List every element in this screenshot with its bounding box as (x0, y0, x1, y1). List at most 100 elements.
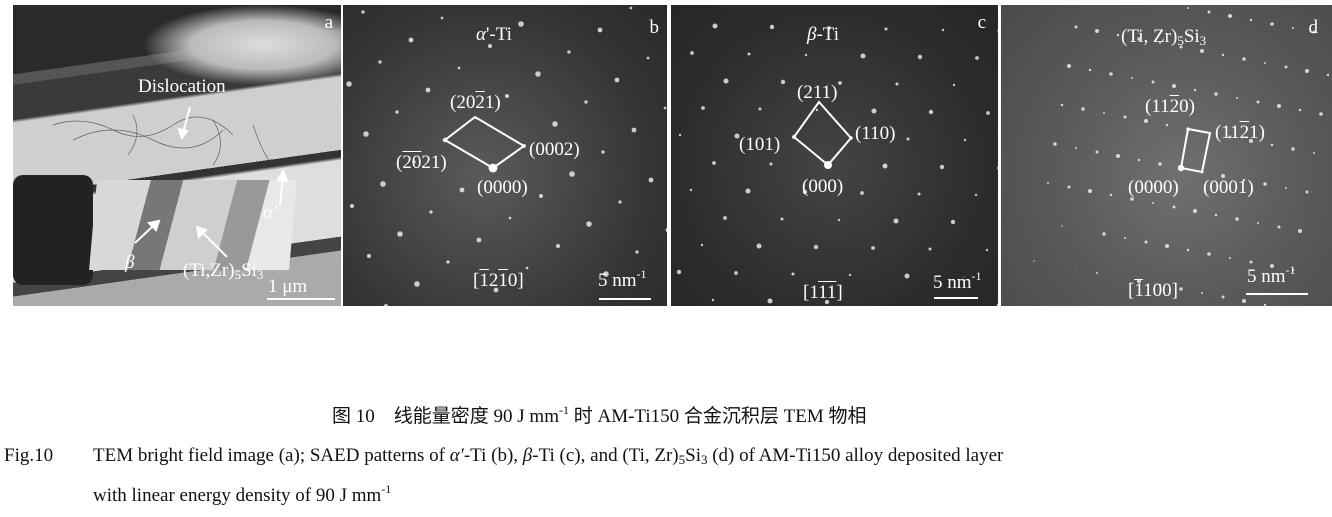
diffraction-spot (586, 221, 592, 227)
diffraction-spot (1095, 150, 1099, 154)
spot-label-bottom-right: (0001) (1203, 177, 1254, 198)
diffraction-spot (813, 244, 819, 250)
diffraction-spot (1312, 30, 1316, 34)
diffraction-spot (1116, 33, 1120, 37)
dislocation-label: Dislocation (138, 76, 226, 97)
diffraction-spot (1123, 115, 1127, 119)
spot-label-right: (0002) (529, 139, 580, 160)
diffraction-spot (1192, 208, 1198, 214)
diffraction-spot (1236, 97, 1238, 99)
diffraction-spot (1229, 257, 1231, 259)
diffraction-spot (1179, 45, 1183, 49)
diffraction-spot (928, 247, 932, 251)
caption-chinese: 图 10 线能量密度 90 J mm-1 时 AM-Ti150 合金沉积层 TE… (332, 403, 867, 427)
diffraction-spot (1115, 153, 1121, 159)
diffraction-spot (941, 28, 945, 32)
diffraction-spot (508, 216, 512, 220)
diffraction-spot (1193, 88, 1197, 92)
diffraction-spot (1158, 162, 1162, 166)
diffraction-spot (871, 246, 875, 250)
spot-label-left: (101) (739, 134, 781, 155)
diffraction-spot (1284, 65, 1288, 69)
diffraction-spot (791, 272, 795, 276)
diffraction-spot (1033, 260, 1035, 262)
diffraction-spot (1066, 63, 1072, 69)
diffraction-spot (1242, 178, 1246, 182)
scale-bar-label: 5 nm-1 (933, 269, 982, 293)
diffraction-spot (802, 189, 808, 195)
diffraction-spot (1130, 197, 1134, 201)
diffraction-spot (476, 237, 482, 243)
diffraction-spot (678, 133, 682, 137)
alpha-prime-label: α′ (263, 202, 278, 223)
diffraction-spot (629, 6, 633, 10)
diffraction-spot (635, 250, 639, 254)
diffraction-spot (701, 106, 705, 110)
diffraction-spot (395, 110, 399, 114)
diffraction-spot (895, 82, 899, 86)
diffraction-spot (569, 171, 575, 177)
diffraction-spot (538, 193, 544, 199)
diffraction-spot (1103, 112, 1105, 114)
diffraction-spot (361, 10, 365, 14)
caption-english-line2: with linear energy density of 90 J mm-1 (93, 482, 392, 506)
diffraction-spot (1075, 268, 1077, 270)
diffraction-spot (1172, 205, 1176, 209)
scale-bar-label: 5 nm-1 (1247, 263, 1296, 287)
diffraction-spot (758, 107, 762, 111)
diffraction-spot (1277, 225, 1281, 229)
diffraction-spot (996, 303, 998, 306)
diffraction-spot (1096, 272, 1098, 274)
diffraction-spot (824, 299, 830, 305)
spot-label-top: (2021) (450, 92, 501, 113)
diffraction-spot (712, 161, 716, 165)
diffraction-spot (1207, 252, 1211, 256)
panel-letter-c: c (977, 12, 986, 33)
dark-grain (13, 175, 93, 285)
scale-bar-label: 1 μm (268, 276, 308, 297)
diffraction-spot (597, 27, 603, 33)
unit-cell-outline (792, 100, 853, 167)
diffraction-spot (952, 83, 956, 87)
diffraction-spot (1060, 103, 1064, 107)
diffraction-spot (663, 106, 667, 110)
diffraction-spot (1263, 303, 1267, 306)
diffraction-spot (518, 21, 524, 27)
diffraction-spot (939, 164, 945, 170)
diffraction-spot (1297, 228, 1303, 234)
diffraction-spot (1159, 42, 1161, 44)
diffraction-spot (1087, 188, 1093, 194)
diffraction-spot (712, 23, 718, 29)
diffraction-spot (378, 60, 382, 64)
diffraction-spot (1228, 135, 1232, 139)
silicide-label: (Ti,Zr)5Si3 (183, 260, 264, 282)
diffraction-spot (950, 219, 956, 225)
spot-label-bottom: (000) (802, 176, 844, 197)
diffraction-spot (567, 50, 571, 54)
zone-axis: [111] (803, 282, 843, 303)
diffraction-spot (1249, 260, 1253, 264)
diffraction-spot (1241, 298, 1247, 304)
diffraction-spot (1143, 118, 1149, 124)
diffraction-spot (1124, 237, 1126, 239)
diffraction-spot (1221, 295, 1225, 299)
zone-axis: [1100] (1128, 280, 1178, 301)
diffraction-spot (1227, 13, 1233, 19)
diffraction-spot (963, 138, 967, 142)
panel-title: α'-Ti (476, 24, 512, 45)
diffraction-spot (975, 56, 979, 60)
scale-bar (1246, 293, 1308, 295)
diffraction-spot (555, 243, 561, 249)
diffraction-spot (1263, 182, 1267, 186)
diffraction-spot (429, 210, 433, 214)
diffraction-spot (366, 253, 372, 259)
diffraction-spot (689, 188, 693, 192)
diffraction-spot (1269, 263, 1275, 269)
diffraction-spot (1102, 232, 1106, 236)
diffraction-spot (1276, 103, 1282, 109)
diffraction-spot (1270, 143, 1274, 147)
diffraction-spot (525, 266, 529, 270)
diffraction-spot (1291, 268, 1295, 272)
saed-beta-ti: c β-Ti (211) (101) (110) (000) [111] 5 n… (671, 5, 998, 306)
scale-bar (599, 298, 651, 300)
